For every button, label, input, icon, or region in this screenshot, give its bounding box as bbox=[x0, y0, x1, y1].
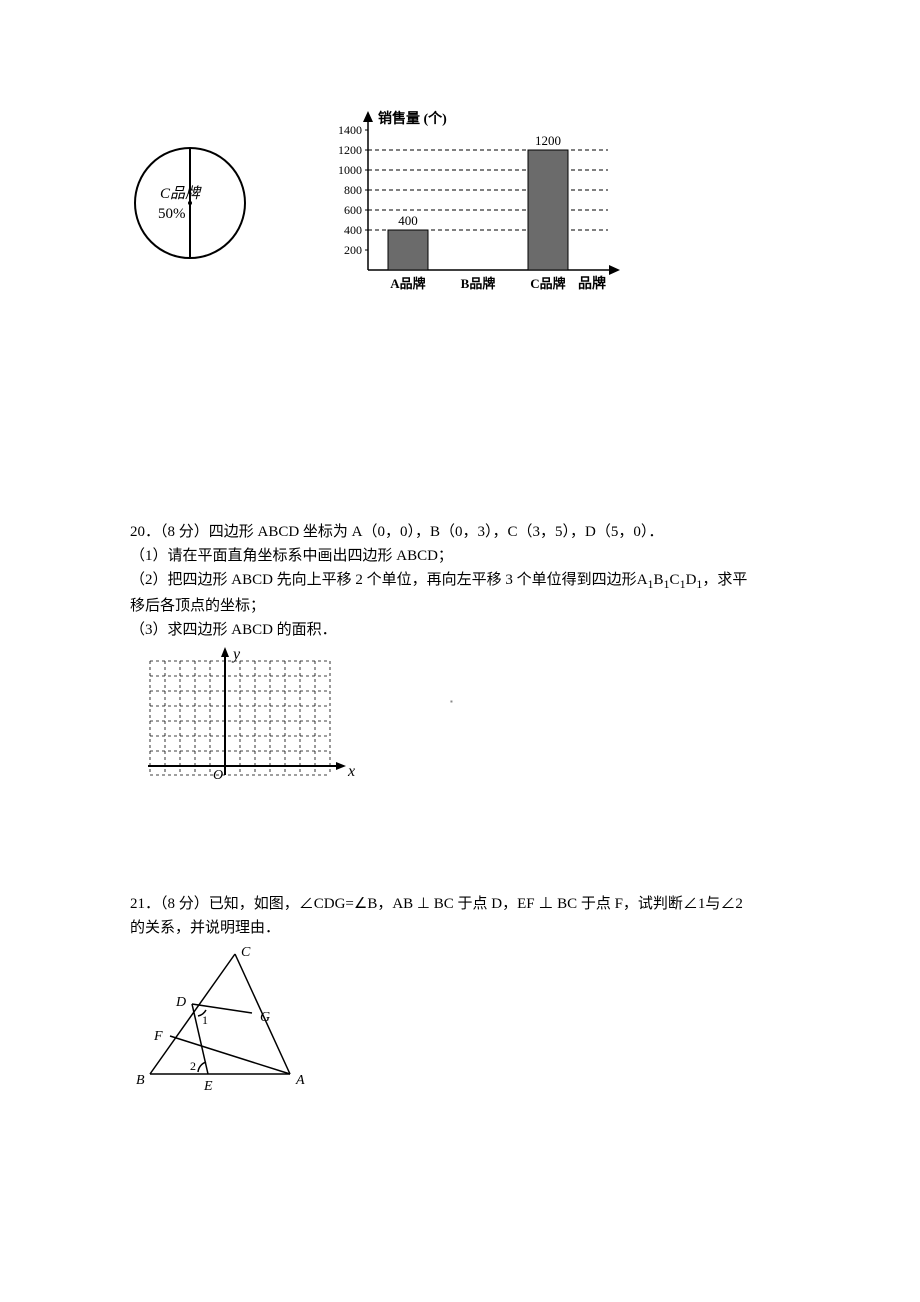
svg-text:600: 600 bbox=[344, 203, 362, 217]
p20-line1: 20．（8 分）四边形 ABCD 坐标为 A（0，0），B（0，3），C（3，5… bbox=[130, 520, 790, 544]
coordinate-grid: y x O bbox=[130, 646, 360, 796]
svg-text:1200: 1200 bbox=[535, 133, 561, 148]
svg-text:A品牌: A品牌 bbox=[390, 276, 425, 291]
p20-sub3: （3）求四边形 ABCD 的面积． bbox=[130, 618, 790, 642]
p20-sub2c: 移后各顶点的坐标； bbox=[130, 594, 790, 618]
svg-text:400: 400 bbox=[344, 223, 362, 237]
problem-21: 21．（8 分）已知，如图，∠CDG=∠B，AB ⊥ BC 于点 D，EF ⊥ … bbox=[130, 892, 790, 1104]
svg-text:200: 200 bbox=[344, 243, 362, 257]
svg-text:1000: 1000 bbox=[338, 163, 362, 177]
svg-text:1: 1 bbox=[202, 1013, 208, 1027]
svg-text:B: B bbox=[136, 1073, 145, 1088]
bar-y-axis-title: 销售量 (个) bbox=[378, 110, 447, 127]
p21-line1: 21．（8 分）已知，如图，∠CDG=∠B，AB ⊥ BC 于点 D，EF ⊥ … bbox=[130, 892, 790, 916]
pie-chart: C品牌 50% bbox=[130, 143, 270, 268]
bar-x-axis-title: 品牌 bbox=[578, 275, 606, 292]
svg-text:800: 800 bbox=[344, 183, 362, 197]
charts-row: C品牌 50% 销售量 (个) 品牌 200 400 600 800 1000 1200 1… bbox=[130, 100, 790, 310]
p21-line2: 的关系，并说明理由． bbox=[130, 916, 790, 940]
svg-text:1400: 1400 bbox=[338, 123, 362, 137]
svg-text:B品牌: B品牌 bbox=[461, 276, 496, 291]
p20-sub2: （2）把四边形 ABCD 先向上平移 2 个单位，再向左平移 3 个单位得到四边… bbox=[130, 568, 790, 594]
grid-origin-label: O bbox=[213, 768, 223, 783]
svg-text:D: D bbox=[175, 995, 186, 1010]
svg-text:C: C bbox=[241, 946, 251, 960]
svg-text:2: 2 bbox=[190, 1059, 196, 1073]
grid-x-label: x bbox=[347, 763, 355, 780]
pie-percent-label: 50% bbox=[158, 206, 186, 222]
svg-text:1200: 1200 bbox=[338, 143, 362, 157]
grid-y-label: y bbox=[231, 646, 241, 663]
svg-text:G: G bbox=[260, 1010, 270, 1025]
svg-text:F: F bbox=[153, 1029, 163, 1044]
svg-text:E: E bbox=[203, 1079, 213, 1094]
svg-text:400: 400 bbox=[398, 213, 418, 228]
p20-sub1: （1）请在平面直角坐标系中画出四边形 ABCD； bbox=[130, 544, 790, 568]
bar-chart: 销售量 (个) 品牌 200 400 600 800 1000 1200 1400 400 1… bbox=[310, 100, 640, 310]
svg-text:A: A bbox=[295, 1073, 305, 1088]
svg-text:C品牌: C品牌 bbox=[530, 276, 565, 291]
problem-20: 20．（8 分）四边形 ABCD 坐标为 A（0，0），B（0，3），C（3，5… bbox=[130, 520, 790, 804]
pie-brand-label: C品牌 bbox=[160, 185, 202, 202]
triangle-figure: C D G F B E A 1 2 bbox=[130, 946, 330, 1096]
